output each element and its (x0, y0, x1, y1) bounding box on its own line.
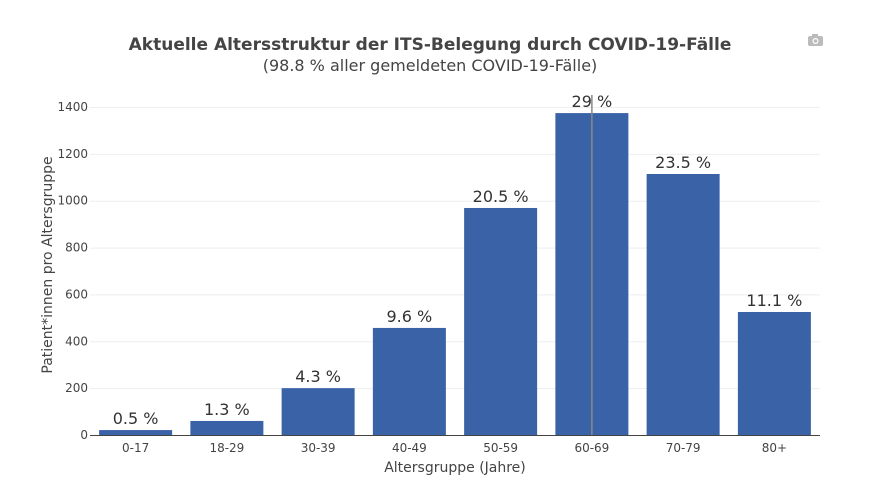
bar-80+[interactable] (737, 312, 811, 435)
bar-0-17[interactable] (99, 430, 173, 435)
x-tick-label: 40-49 (392, 441, 427, 455)
y-axis-label: Patient*innen pro Altersgruppe (40, 156, 56, 373)
bar-50-59[interactable] (464, 207, 538, 435)
y-tick-label: 200 (65, 381, 88, 395)
bar-70-79[interactable] (646, 174, 720, 435)
x-tick-label: 70-79 (666, 441, 701, 455)
chart-title: Aktuelle Altersstruktur der ITS-Belegung… (129, 35, 732, 55)
bar-30-39[interactable] (281, 388, 355, 435)
bar-18-29[interactable] (190, 420, 264, 435)
camera-icon[interactable] (808, 34, 823, 46)
bar-40-49[interactable] (372, 327, 446, 435)
x-tick-label: 30-39 (301, 441, 336, 455)
data-label: 11.1 % (746, 291, 802, 310)
x-tick-label: 18-29 (209, 441, 244, 455)
y-tick-label: 1000 (57, 194, 88, 208)
data-label: 9.6 % (387, 307, 433, 326)
data-label: 1.3 % (204, 400, 250, 419)
data-label: 4.3 % (295, 367, 341, 386)
chart-subtitle: (98.8 % aller gemeldeten COVID-19-Fälle) (263, 56, 598, 75)
y-tick-label: 600 (65, 287, 88, 301)
y-tick-label: 800 (65, 241, 88, 255)
y-tick-label: 0 (80, 428, 88, 442)
x-tick-label: 60-69 (574, 441, 609, 455)
y-tick-label: 400 (65, 334, 88, 348)
data-label: 23.5 % (655, 153, 711, 172)
data-label: 0.5 % (113, 409, 159, 428)
x-tick-label: 80+ (762, 441, 787, 455)
x-tick-label: 0-17 (122, 441, 149, 455)
y-tick-label: 1400 (57, 100, 88, 114)
x-axis-label: Altersgruppe (Jahre) (384, 460, 526, 476)
data-label: 20.5 % (473, 187, 529, 206)
x-tick-label: 50-59 (483, 441, 518, 455)
y-tick-label: 1200 (57, 147, 88, 161)
